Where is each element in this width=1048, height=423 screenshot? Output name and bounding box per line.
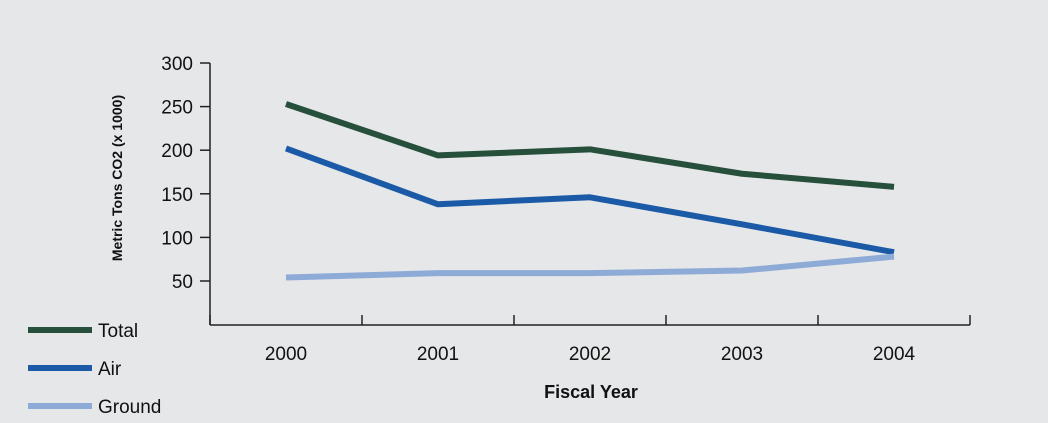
y-tick-label: 150	[161, 185, 193, 206]
y-tick-label: 50	[172, 272, 193, 293]
y-tick-label: 250	[161, 98, 193, 119]
axes: 50 100 150 200 250 300 2000 2001 2002 2003 2004	[161, 54, 971, 365]
y-tick-label: 300	[161, 54, 193, 75]
series-line-total	[285, 101, 895, 190]
x-tick-label: 2002	[569, 344, 611, 365]
x-axis-title: Fiscal Year	[544, 382, 638, 402]
x-tick-label: 2001	[417, 344, 459, 365]
x-tick-label: 2003	[721, 344, 763, 365]
y-tick-label: 200	[161, 141, 193, 162]
legend-label-ground: Ground	[98, 397, 161, 418]
series-line-ground	[285, 253, 895, 281]
legend-label-total: Total	[98, 321, 138, 342]
x-tick-label: 2004	[873, 344, 916, 365]
series-line-air	[284, 145, 895, 256]
x-tick-label: 2000	[265, 344, 307, 365]
legend-label-air: Air	[98, 359, 122, 380]
y-tick-label: 100	[161, 228, 193, 249]
series-lines	[284, 101, 895, 281]
legend: Total Air Ground	[28, 321, 161, 418]
y-axis-title: Metric Tons CO2 (x 1000)	[109, 95, 125, 261]
